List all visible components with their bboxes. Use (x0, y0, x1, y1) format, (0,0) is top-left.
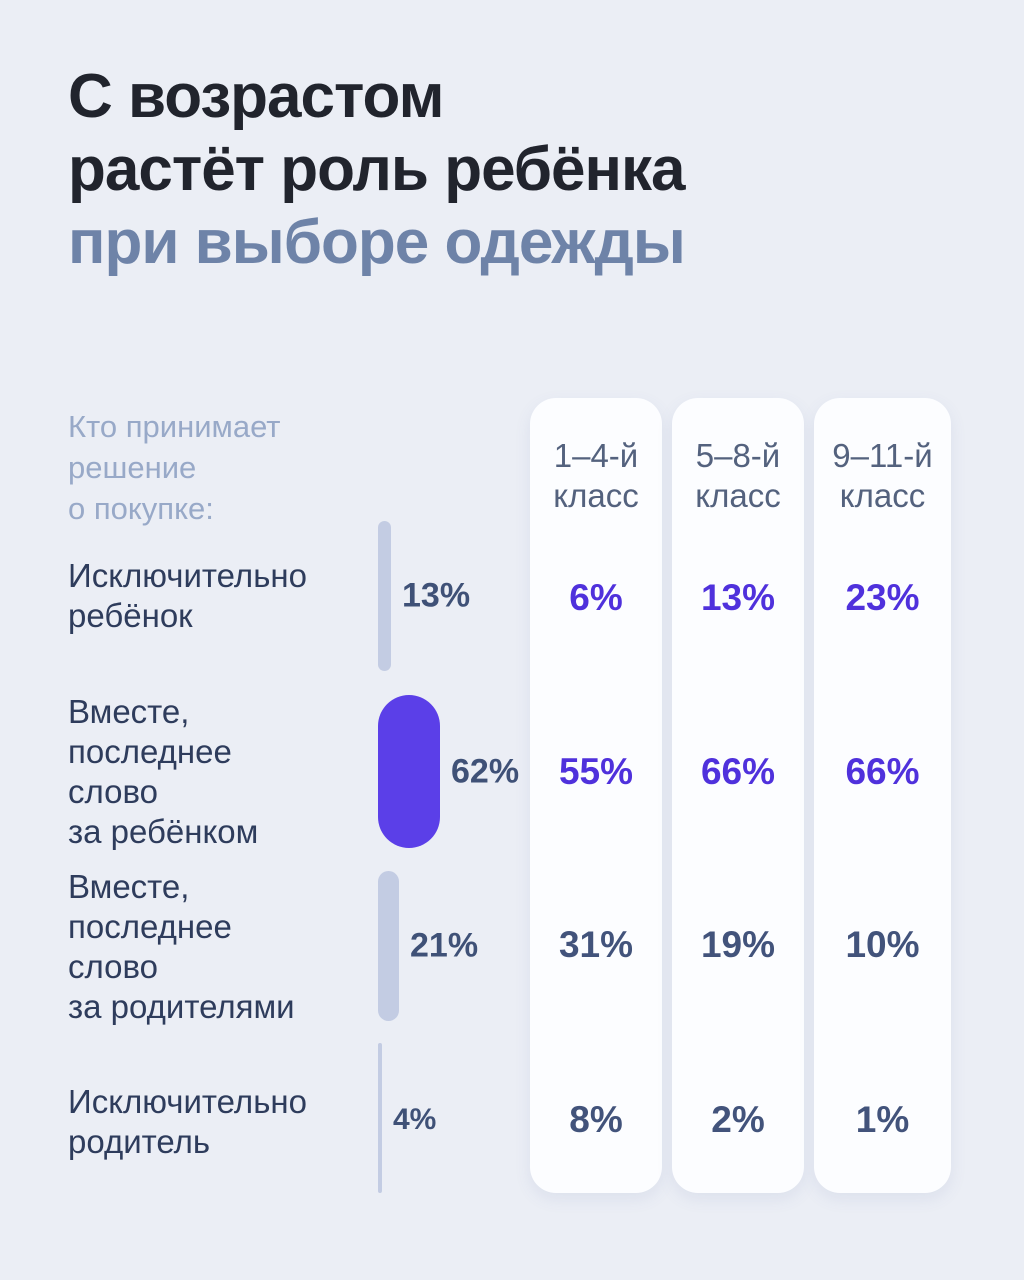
grade-column-card-9-11: 9–11-й класс 23% 66% 10% 1% (814, 398, 951, 1193)
row-label-exclusively-parent: Исключительно родитель (68, 1083, 307, 1160)
total-value-exclusively-parent: 4% (393, 1103, 437, 1136)
row-label-exclusively-child: Исключительно ребёнок (68, 557, 307, 634)
bar-exclusively-child (378, 521, 391, 671)
cell-value: 13% (700, 577, 776, 618)
cell-value: 1% (855, 1099, 910, 1140)
bar-together-child-decides (378, 695, 440, 848)
column-header-5-8: 5–8-й класс (695, 437, 781, 514)
total-value-exclusively-child: 13% (402, 576, 471, 615)
row-label-together-parents-decide: Вместе, последнее слово за родителями (68, 868, 295, 1025)
grade-column-card-5-8: 5–8-й класс 13% 66% 19% 2% (672, 398, 804, 1193)
total-value-together-child-decides: 62% (451, 752, 520, 791)
cell-value: 66% (700, 751, 776, 792)
cell-value: 66% (845, 751, 920, 792)
page-title: С возрастом растёт роль ребёнка при выбо… (68, 60, 686, 279)
bar-together-parents-decide (378, 871, 399, 1021)
cell-value: 19% (700, 924, 776, 965)
cell-value: 2% (711, 1099, 765, 1140)
title-line-1: С возрастом (68, 62, 444, 131)
cell-value: 8% (569, 1099, 623, 1140)
cell-value: 10% (845, 924, 920, 965)
cell-value: 6% (569, 577, 623, 618)
column-header-9-11: 9–11-й класс (832, 437, 933, 514)
cell-value: 31% (558, 924, 634, 965)
total-value-together-parents-decide: 21% (410, 926, 479, 965)
cell-value: 55% (558, 751, 634, 792)
title-line-3: при выборе одежды (68, 208, 686, 277)
title-line-2: растёт роль ребёнка (68, 135, 685, 204)
question-label: Кто принимает решение о покупке: (68, 409, 281, 526)
bar-exclusively-parent (378, 1043, 382, 1193)
row-label-together-child-decides: Вместе, последнее слово за ребёнком (68, 693, 259, 850)
cell-value: 23% (845, 577, 920, 618)
column-header-1-4: 1–4-й класс (553, 437, 639, 514)
grade-column-card-1-4: 1–4-й класс 6% 55% 31% 8% (530, 398, 662, 1193)
